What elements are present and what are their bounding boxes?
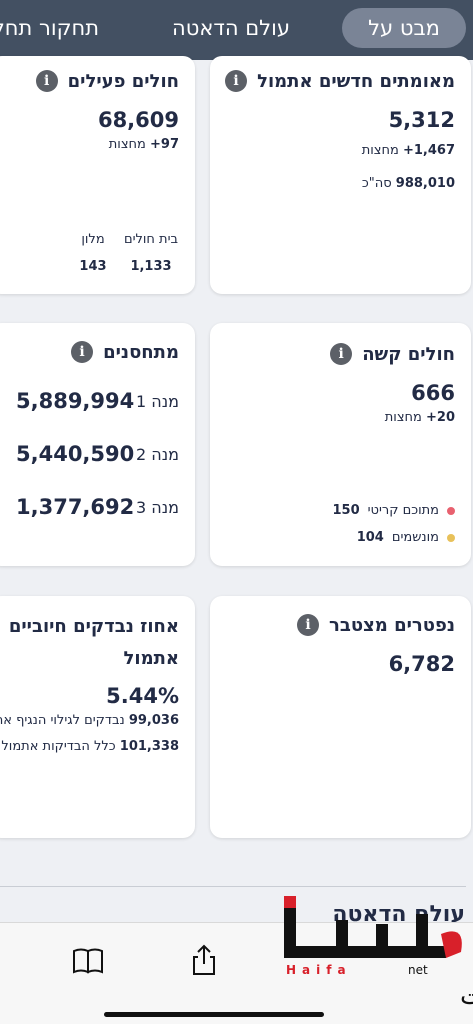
verified-delta: +1,467 מחצות <box>362 143 455 158</box>
tab-investigation[interactable]: תחקור תחלו <box>0 16 99 40</box>
card-header: נפטרים מצטבר i <box>297 614 455 636</box>
card-title: חולים קשה <box>362 343 455 365</box>
home-indicator <box>104 1012 324 1017</box>
tested-label: נבדקים לגילוי הנגיף אתמו <box>0 713 125 728</box>
dose-row: מנה 3 1,377,692 <box>16 495 179 519</box>
haifanet-logo: Haifa net موقع حيفانت <box>276 894 473 1019</box>
dose-row: מנה 2 5,440,590 <box>16 442 179 466</box>
card-title: חולים פעילים <box>67 70 179 92</box>
total-label: סה"כ <box>361 176 392 191</box>
ventilated-value: 104 <box>356 530 384 545</box>
hospital-value: 1,133 <box>130 259 172 274</box>
severe-delta: +20 מחצות <box>385 410 455 425</box>
browser-toolbar <box>0 922 473 1024</box>
critical-row: מתוכם קריטי 150 <box>332 503 455 518</box>
card-title: מתחסנים <box>103 341 179 363</box>
info-icon[interactable]: i <box>330 343 353 365</box>
logo-arabic-sub: موقع حيفانت <box>460 981 473 1011</box>
hotel-column: מלון 143 <box>73 232 113 274</box>
critical-value: 150 <box>332 503 360 518</box>
positive-rate-card: אחוז נבדקים חיוביים אתמול 5.44% 99,036 נ… <box>0 596 195 838</box>
dose-label: מנה 3 <box>136 497 179 517</box>
top-navigation: מבט על עולם הדאטה תחקור תחלו <box>0 0 473 60</box>
positive-value: 5.44% <box>106 684 179 708</box>
verified-new-card: מאומתים חדשים אתמול i 5,312 +1,467 מחצות… <box>210 56 471 294</box>
active-patients-card: חולים פעילים i 68,609 +97 מחצות בית חולי… <box>0 56 195 294</box>
hotel-label: מלון <box>81 232 105 247</box>
tab-data-world[interactable]: עולם הדאטה <box>172 16 290 40</box>
section-divider <box>0 886 466 887</box>
info-icon[interactable]: i <box>297 614 320 636</box>
all-tests-row: 101,338 כלל הבדיקות אתמול <box>1 739 179 754</box>
dose-value: 5,440,590 <box>16 442 135 466</box>
dose-row: מנה 1 5,889,994 <box>16 389 179 413</box>
card-title-line2: אתמול <box>123 648 180 669</box>
dose-value: 5,889,994 <box>16 389 135 413</box>
hotel-value: 143 <box>79 259 107 274</box>
card-title: מאומתים חדשים אתמול <box>257 70 455 92</box>
deceased-value: 6,782 <box>388 652 455 676</box>
delta-label: מחצות <box>361 143 399 158</box>
tab-overview[interactable]: מבט על <box>342 8 466 48</box>
card-header: חולים קשה i <box>330 343 455 365</box>
severe-patients-card: חולים קשה i 666 +20 מחצות מתוכם קריטי 15… <box>210 323 471 566</box>
total-value: 988,010 <box>395 176 455 191</box>
hospital-label: בית חולים <box>123 232 179 247</box>
info-icon[interactable]: i <box>35 70 58 92</box>
delta-value: +1,467 <box>402 143 455 158</box>
logo-net: net <box>408 963 428 977</box>
ventilated-label: מונשמים <box>391 530 439 545</box>
delta-label: מחצות <box>108 137 146 152</box>
active-value: 68,609 <box>97 108 179 132</box>
card-header: מאומתים חדשים אתמול i <box>225 70 455 92</box>
active-delta: +97 מחצות <box>109 137 179 152</box>
card-header: מתחסנים i <box>71 341 179 363</box>
tested-row: 99,036 נבדקים לגילוי הנגיף אתמו <box>0 713 179 728</box>
card-title: נפטרים מצטבר <box>329 614 455 636</box>
delta-value: +20 <box>426 410 455 425</box>
tested-value: 99,036 <box>128 713 179 728</box>
card-header: חולים פעילים i <box>35 70 179 92</box>
logo-latin: Haifa <box>286 963 352 977</box>
vaccinated-card: מתחסנים i מנה 1 5,889,994 מנה 2 5,440,59… <box>0 323 195 566</box>
ventilated-row: מונשמים 104 <box>357 530 455 545</box>
book-icon[interactable] <box>68 941 108 981</box>
all-tests-value: 101,338 <box>119 739 179 754</box>
ventilated-dot-icon <box>447 533 455 542</box>
share-icon[interactable] <box>184 941 224 981</box>
all-tests-label: כלל הבדיקות אתמול <box>1 739 116 754</box>
delta-value: +97 <box>150 137 179 152</box>
dose-label: מנה 1 <box>136 391 179 411</box>
delta-label: מחצות <box>384 410 422 425</box>
info-icon[interactable]: i <box>225 70 248 92</box>
critical-label: מתוכם קריטי <box>367 503 439 518</box>
verified-total: 988,010 סה"כ <box>362 176 455 191</box>
info-icon[interactable]: i <box>71 341 94 363</box>
critical-dot-icon <box>447 506 455 515</box>
card-title-line1: אחוז נבדקים חיוביים <box>8 616 179 637</box>
deceased-card: נפטרים מצטבר i 6,782 <box>210 596 471 838</box>
verified-value: 5,312 <box>388 108 455 132</box>
dose-label: מנה 2 <box>136 444 179 464</box>
hospital-column: בית חולים 1,133 <box>121 232 181 274</box>
dose-value: 1,377,692 <box>16 495 135 519</box>
severe-value: 666 <box>411 381 455 405</box>
